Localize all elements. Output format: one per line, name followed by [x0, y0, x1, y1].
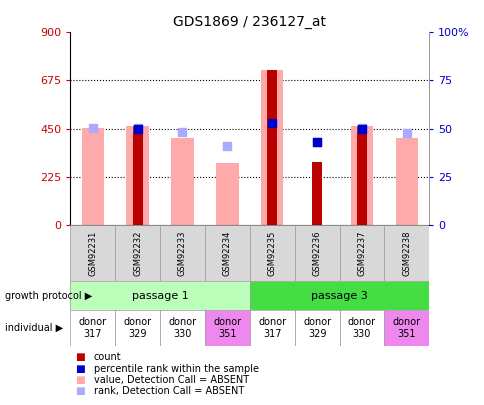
FancyBboxPatch shape: [70, 281, 249, 310]
Point: [89, 125, 96, 131]
Bar: [312, 162, 321, 225]
Text: growth protocol ▶: growth protocol ▶: [5, 291, 92, 301]
Bar: [133, 126, 142, 225]
Bar: [81, 128, 104, 225]
Text: ■: ■: [75, 364, 85, 373]
FancyBboxPatch shape: [160, 310, 204, 346]
FancyBboxPatch shape: [70, 310, 115, 346]
Text: rank, Detection Call = ABSENT: rank, Detection Call = ABSENT: [93, 386, 243, 396]
Point: [134, 126, 141, 132]
Text: donor
329: donor 329: [123, 317, 151, 339]
FancyBboxPatch shape: [115, 225, 160, 281]
Text: donor
317: donor 317: [257, 317, 286, 339]
Text: passage 3: passage 3: [310, 291, 367, 301]
Text: percentile rank within the sample: percentile rank within the sample: [93, 364, 258, 373]
Text: ■: ■: [75, 386, 85, 396]
Text: donor
330: donor 330: [168, 317, 196, 339]
Bar: [395, 138, 417, 225]
FancyBboxPatch shape: [160, 225, 204, 281]
Bar: [260, 70, 283, 225]
Point: [223, 143, 231, 149]
FancyBboxPatch shape: [249, 310, 294, 346]
FancyBboxPatch shape: [294, 310, 339, 346]
Text: GSM92238: GSM92238: [401, 230, 410, 276]
FancyBboxPatch shape: [249, 225, 294, 281]
Text: donor
351: donor 351: [213, 317, 241, 339]
Text: ■: ■: [75, 375, 85, 385]
Point: [357, 125, 365, 131]
Bar: [216, 163, 238, 225]
FancyBboxPatch shape: [204, 225, 249, 281]
FancyBboxPatch shape: [383, 310, 428, 346]
FancyBboxPatch shape: [339, 310, 383, 346]
Text: donor
330: donor 330: [347, 317, 375, 339]
FancyBboxPatch shape: [294, 225, 339, 281]
Text: passage 1: passage 1: [131, 291, 188, 301]
FancyBboxPatch shape: [70, 225, 115, 281]
Text: ■: ■: [75, 352, 85, 362]
Point: [402, 130, 410, 136]
Point: [134, 125, 141, 131]
Text: GSM92232: GSM92232: [133, 230, 142, 276]
Point: [268, 119, 275, 126]
Text: donor
317: donor 317: [78, 317, 106, 339]
Bar: [356, 126, 366, 225]
Text: GSM92236: GSM92236: [312, 230, 321, 276]
Bar: [171, 138, 193, 225]
Text: GSM92235: GSM92235: [267, 230, 276, 276]
Point: [313, 139, 320, 145]
Bar: [126, 126, 149, 225]
Text: GSM92234: GSM92234: [222, 230, 231, 276]
FancyBboxPatch shape: [339, 225, 383, 281]
FancyBboxPatch shape: [115, 310, 160, 346]
Text: individual ▶: individual ▶: [5, 323, 63, 333]
FancyBboxPatch shape: [249, 281, 428, 310]
Text: donor
351: donor 351: [392, 317, 420, 339]
Text: GSM92237: GSM92237: [357, 230, 366, 276]
FancyBboxPatch shape: [204, 310, 249, 346]
Title: GDS1869 / 236127_at: GDS1869 / 236127_at: [173, 15, 326, 29]
FancyBboxPatch shape: [383, 225, 428, 281]
Point: [178, 128, 186, 135]
Point: [357, 126, 365, 132]
Point: [313, 139, 320, 146]
Text: donor
329: donor 329: [302, 317, 331, 339]
Text: count: count: [93, 352, 121, 362]
Bar: [350, 126, 372, 225]
Bar: [267, 70, 276, 225]
Text: GSM92233: GSM92233: [178, 230, 187, 276]
Text: GSM92231: GSM92231: [88, 230, 97, 276]
Text: value, Detection Call = ABSENT: value, Detection Call = ABSENT: [93, 375, 248, 385]
